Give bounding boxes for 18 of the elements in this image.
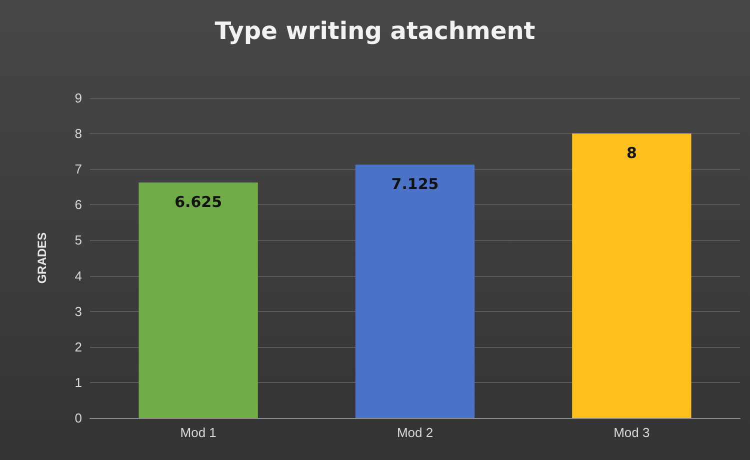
- y-tick-label: 3: [74, 304, 82, 319]
- chart-title: Type writing atachment: [214, 17, 536, 45]
- y-tick-label: 9: [74, 90, 82, 106]
- y-tick-label: 8: [74, 126, 82, 142]
- x-tick-label: Mod 3: [614, 425, 650, 440]
- y-tick-label: 7: [74, 162, 82, 177]
- x-tick-label: Mod 2: [396, 425, 434, 440]
- data-label: 7.125: [391, 175, 439, 194]
- y-axis-title: GRADES: [35, 232, 49, 284]
- y-tick-label: 4: [74, 268, 82, 284]
- y-tick-label: 0: [74, 410, 82, 426]
- y-tick-label: 1: [74, 374, 82, 390]
- y-tick-label: 6: [74, 197, 82, 212]
- data-label: 8: [626, 144, 637, 162]
- y-tick-label: 2: [74, 339, 82, 354]
- y-tick-label: 5: [74, 232, 82, 248]
- data-label: 6.625: [174, 192, 222, 211]
- x-tick-label: Mod 1: [180, 425, 216, 440]
